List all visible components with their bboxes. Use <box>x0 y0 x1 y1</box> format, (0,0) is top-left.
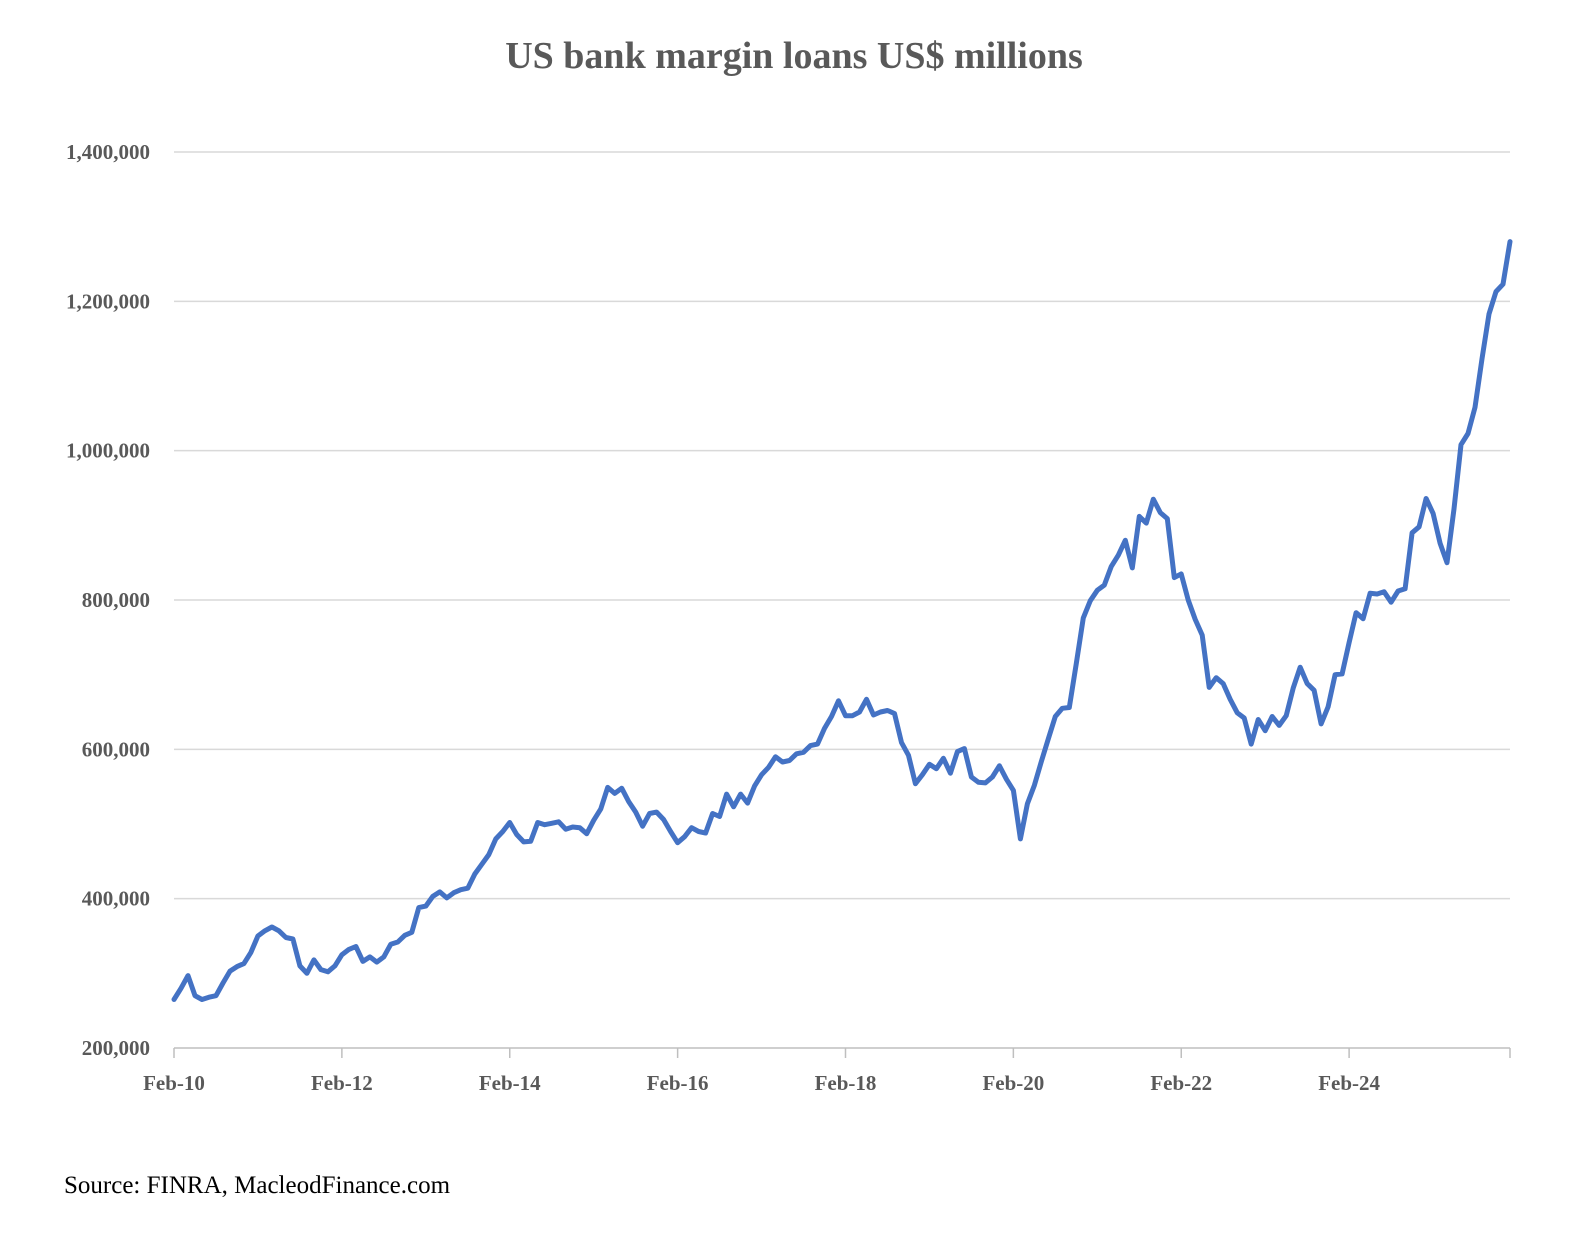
x-axis <box>173 1047 1511 1058</box>
y-tick-label: 1,200,000 <box>66 289 150 313</box>
x-tick-label: Feb-10 <box>143 1071 205 1095</box>
y-tick-label: 200,000 <box>82 1036 150 1060</box>
y-axis-labels: 200,000 400,000 600,000 800,000 1,000,000 1,2… <box>66 140 150 1060</box>
chart-source-note: Source: FINRA, MacleodFinance.com <box>64 1172 451 1199</box>
series-line <box>171 239 1513 1002</box>
series-layer <box>171 239 1513 1002</box>
x-tick-label: Feb-22 <box>1150 1071 1212 1095</box>
gridlines <box>174 151 1510 900</box>
y-tick-label: 1,000,000 <box>66 439 150 463</box>
x-tick-label: Feb-14 <box>479 1071 541 1095</box>
chart-title: US bank margin loans US$ millions <box>505 35 1083 77</box>
x-tick-label: Feb-16 <box>647 1071 709 1095</box>
y-tick-label: 400,000 <box>82 887 150 911</box>
y-tick-label: 800,000 <box>82 588 150 612</box>
x-tick-label: Feb-12 <box>311 1071 373 1095</box>
x-axis-labels: Feb-10 Feb-12 Feb-14 Feb-16 Feb-18 Feb-20 Feb-… <box>143 1071 1380 1095</box>
x-tick-label: Feb-20 <box>982 1071 1044 1095</box>
y-tick-label: 600,000 <box>82 737 150 761</box>
x-tick-label: Feb-24 <box>1318 1071 1380 1095</box>
y-tick-label: 1,400,000 <box>66 140 150 164</box>
x-tick-label: Feb-18 <box>815 1071 877 1095</box>
